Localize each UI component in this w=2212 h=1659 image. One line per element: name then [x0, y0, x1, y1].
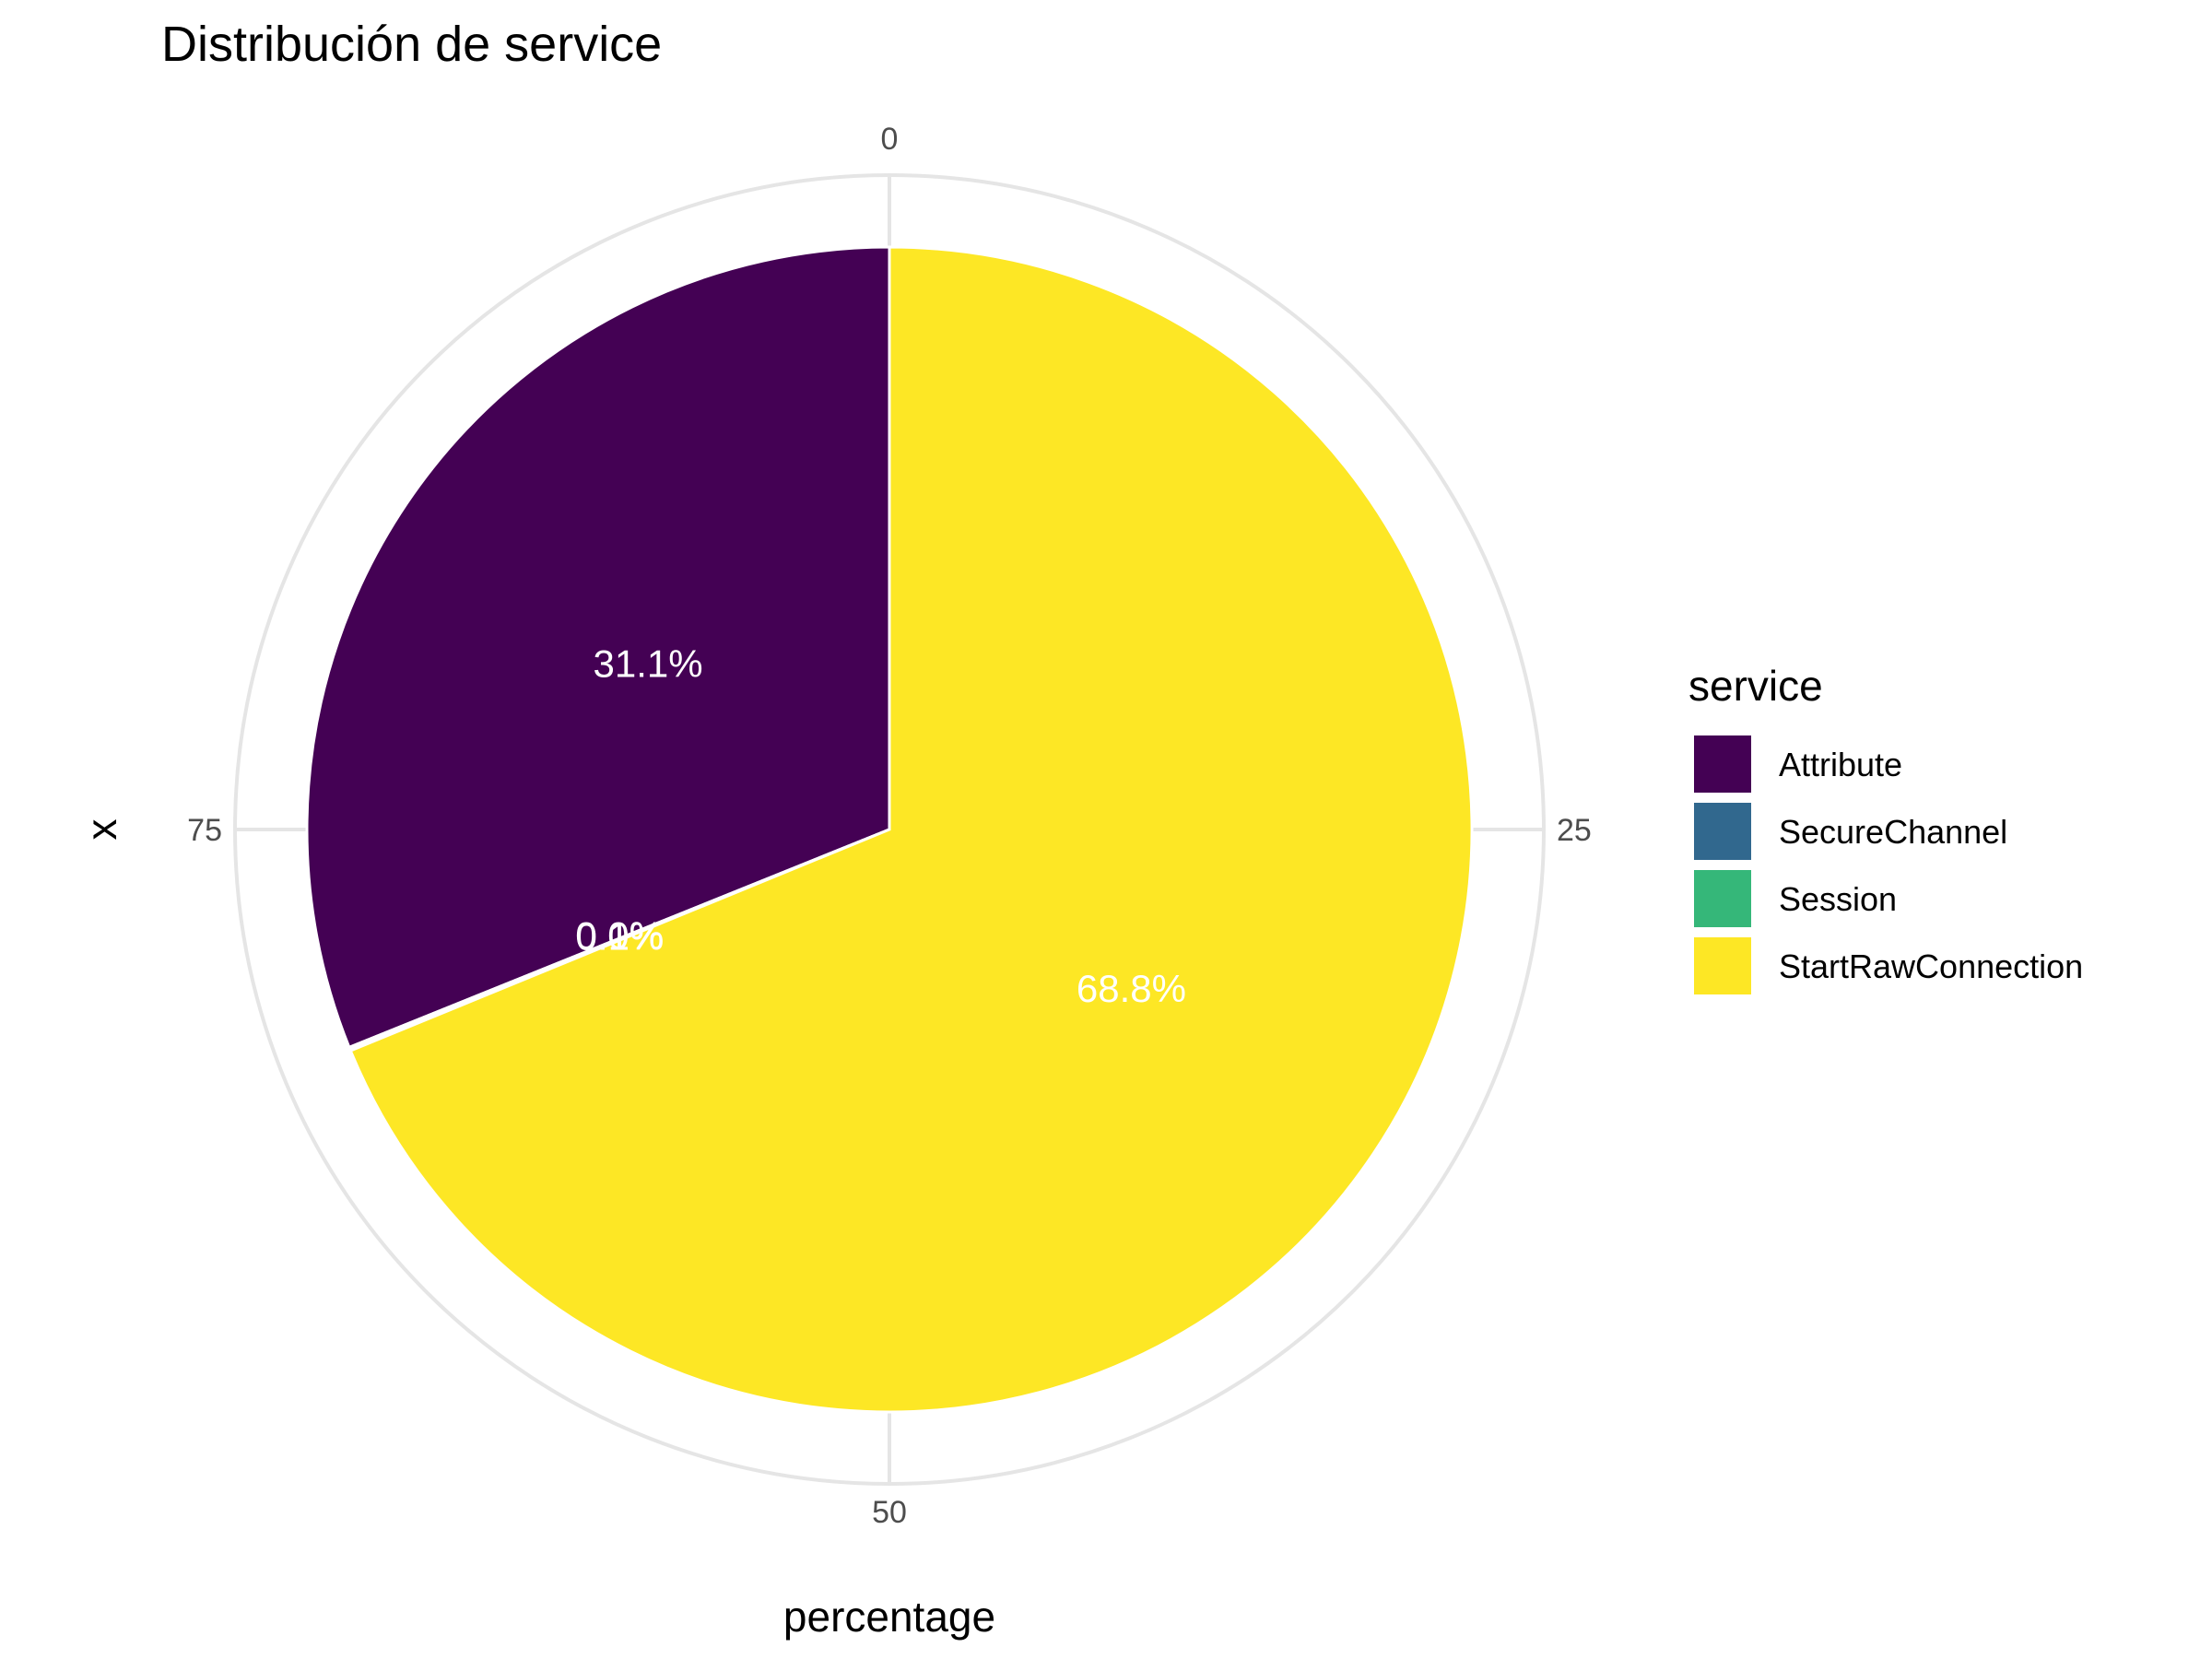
theta-tick-label: 0 [881, 122, 899, 157]
polar-grid [233, 173, 1546, 1486]
legend-label: Session [1779, 880, 1897, 918]
pie-slices [305, 245, 1474, 1414]
legend-swatch [1694, 937, 1751, 994]
y-axis-title: x [77, 819, 125, 841]
legend-swatch [1694, 803, 1751, 860]
chart-title: Distribución de service [161, 17, 662, 72]
legend-items: Attribute SecureChannel Session StartRawCon… [1694, 735, 2083, 994]
pie-slice [305, 245, 891, 1050]
slice-data-label: 31.1% [594, 641, 703, 685]
legend-title: service [1688, 662, 1823, 710]
legend-swatch [1694, 735, 1751, 793]
theta-tick-label: 50 [872, 1495, 907, 1530]
legend: service Attribute SecureChannel Session Sta… [1688, 662, 2083, 994]
theta-tick-label: 25 [1557, 813, 1592, 848]
theta-tick-label: 75 [187, 813, 222, 848]
slice-data-label: 68.8% [1077, 967, 1186, 1010]
slice-data-label: 0.1% [576, 915, 665, 959]
legend-label: StartRawConnection [1779, 947, 2083, 985]
theta-ticks: 0 25 50 75 [187, 122, 1592, 1530]
slice-labels: 31.1% 0.0%0.1% 68.8% [575, 641, 1186, 1010]
legend-label: Attribute [1779, 746, 1902, 783]
pie-slice [348, 245, 1474, 1414]
legend-label: SecureChannel [1779, 813, 2007, 851]
slice-data-label: 0.0% [575, 914, 664, 958]
x-axis-title: percentage [783, 1593, 995, 1641]
legend-swatch [1694, 870, 1751, 927]
